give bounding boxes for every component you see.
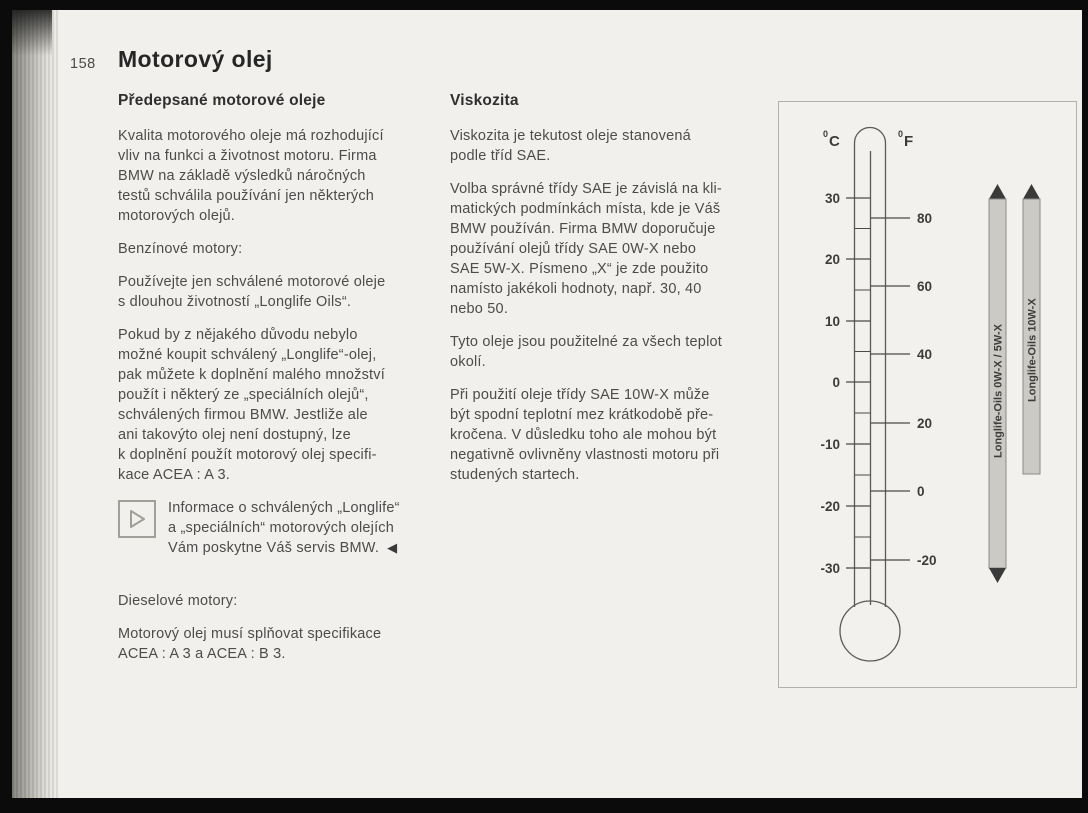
right-column-heading: Viskozita xyxy=(450,92,519,109)
svg-text:60: 60 xyxy=(917,279,932,294)
svg-text:0: 0 xyxy=(823,129,828,139)
celsius-unit-label: 0 C xyxy=(823,129,840,150)
svg-text:30: 30 xyxy=(825,191,840,206)
page-number: 158 xyxy=(70,56,96,72)
svg-text:-30: -30 xyxy=(820,561,840,576)
paragraph-end-marker-icon: ◀ xyxy=(387,540,398,555)
scan-frame-bottom xyxy=(0,798,1088,813)
svg-text:40: 40 xyxy=(917,347,932,362)
spine-shadow xyxy=(12,10,52,56)
svg-text:-20: -20 xyxy=(820,499,840,514)
paragraph-viscosity-sae: Viskozita je tekutost oleje stanovená po… xyxy=(450,128,691,164)
scan-frame-left xyxy=(0,0,12,813)
svg-text:0: 0 xyxy=(898,129,903,139)
book-spine-edge xyxy=(12,10,60,798)
paragraph-longlife-oils: Používejte jen schválené motorové oleje … xyxy=(118,274,386,310)
svg-text:F: F xyxy=(904,133,913,150)
paragraph-oil-quality: Kvalita motorového oleje má rozhodující … xyxy=(118,128,384,224)
svg-text:0: 0 xyxy=(832,375,840,390)
oil-range-bar-10w-label: Longlife-Oils 10W-X xyxy=(1027,298,1039,402)
oil-range-bar-0w-5w: Longlife-Oils 0W-X / 5W-X xyxy=(988,184,1007,583)
svg-text:-10: -10 xyxy=(820,437,840,452)
paragraph-diesel-label: Dieselové motory: xyxy=(118,593,238,609)
scan-frame-top xyxy=(0,0,1088,10)
paragraph-sae-choice: Volba správné třídy SAE je závislá na kl… xyxy=(450,181,722,317)
svg-text:20: 20 xyxy=(825,252,840,267)
svg-text:20: 20 xyxy=(917,416,932,431)
thermometer-tube xyxy=(853,126,887,607)
oil-range-bar-10w: Longlife-Oils 10W-X xyxy=(1022,184,1041,475)
paragraph-petrol-label: Benzínové motory: xyxy=(118,241,243,257)
svg-text:-20: -20 xyxy=(917,553,937,568)
viscosity-diagram: 0 C 0 F 30 20 10 xyxy=(778,101,1077,688)
svg-text:10: 10 xyxy=(825,314,840,329)
thermometer-diagram-svg: 0 C 0 F 30 20 10 xyxy=(820,126,1041,662)
celsius-scale: 30 20 10 0 -10 -20 -30 xyxy=(820,191,871,576)
thermometer-bulb xyxy=(839,600,901,662)
svg-text:0: 0 xyxy=(917,484,925,499)
svg-text:C: C xyxy=(829,133,840,150)
note-text: Informace o schválených „Longlife“ a „sp… xyxy=(118,498,448,558)
paragraph-diesel-spec: Motorový olej musí splňovat specifikace … xyxy=(118,626,382,662)
left-column: Předepsané motorové oleje Kvalita motoro… xyxy=(118,92,448,677)
oil-range-bar-0w-5w-label: Longlife-Oils 0W-X / 5W-X xyxy=(993,323,1005,458)
fahrenheit-unit-label: 0 F xyxy=(898,129,913,150)
left-column-heading: Předepsané motorové oleje xyxy=(118,92,326,109)
note-text-body: Informace o schválených „Longlife“ a „sp… xyxy=(168,500,400,556)
page-title: Motorový olej xyxy=(118,46,273,72)
right-column: Viskozita Viskozita je tekutost oleje st… xyxy=(450,92,782,498)
paragraph-10w-limit: Při použití oleje třídy SAE 10W-X může b… xyxy=(450,387,720,483)
svg-text:80: 80 xyxy=(917,211,932,226)
fahrenheit-scale: 80 60 40 20 0 -20 xyxy=(870,211,937,568)
paragraph-special-oils: Pokud by z nějakého důvodu nebylo možné … xyxy=(118,327,385,483)
info-triangle-icon xyxy=(118,500,156,538)
scan-frame-right xyxy=(1082,0,1088,813)
service-note: Informace o schválených „Longlife“ a „sp… xyxy=(118,498,448,558)
paragraph-all-temperatures: Tyto oleje jsou použitelné za všech tepl… xyxy=(450,334,722,370)
